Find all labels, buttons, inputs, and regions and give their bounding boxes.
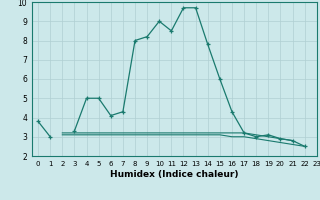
X-axis label: Humidex (Indice chaleur): Humidex (Indice chaleur) <box>110 170 239 179</box>
